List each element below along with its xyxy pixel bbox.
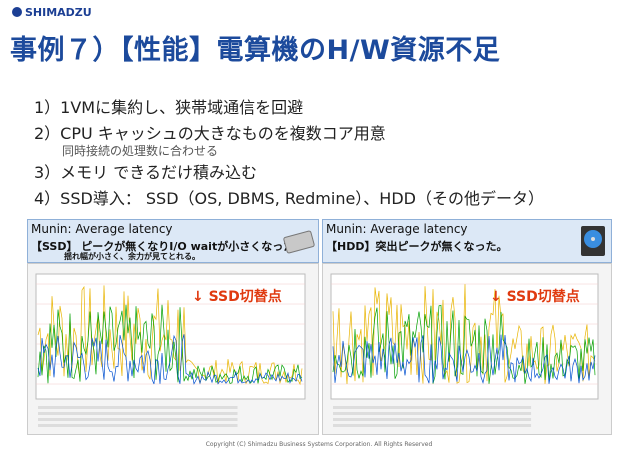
ssd-icon: [283, 230, 315, 254]
graph-decoration: [38, 424, 238, 427]
bullet: 2）CPU キャッシュの大きなものを複数コア用意: [34, 124, 386, 143]
panel-header: Munin: Average latency 【SSD】 ピークが無くなりI/O…: [27, 219, 319, 263]
panel-header: Munin: Average latency 【HDD】突出ピークが無くなった。: [322, 219, 612, 263]
title: 事例７）【性能】電算機のH/W資源不足: [10, 35, 501, 66]
graph-decoration: [332, 334, 596, 385]
panel-heading: Munin: Average latency: [326, 222, 468, 236]
panel-caption: 【SSD】 ピークが無くなりI/O waitが小さくなった。: [31, 240, 306, 253]
graph-decoration: [37, 334, 303, 385]
graph-decoration: [333, 406, 532, 409]
annotation: ↓ SSD切替点: [192, 289, 282, 305]
sub-bullet: 同時接続の処理数に合わせる: [62, 144, 219, 158]
hdd-icon: [581, 226, 605, 256]
footer: Copyright (C) Shimadzu Business Systems …: [205, 441, 433, 448]
logo-text: SHIMADZU: [25, 6, 92, 19]
graph-decoration: [37, 304, 303, 385]
annotation: ↓ SSD切替点: [490, 289, 580, 305]
graph-decoration: [333, 418, 532, 421]
panel-caption: 揺れ幅が小さく、余力が見てとれる。: [64, 252, 200, 261]
bullet: 4）SSD導入： SSD（OS, DBMS, Redmine）、HDD（その他デ…: [34, 189, 544, 208]
graph-decoration: [38, 406, 238, 409]
bullet: 3）メモリ できるだけ積み込む: [34, 163, 257, 182]
bullet: 1）1VMに集約し、狭帯域通信を回避: [34, 98, 304, 117]
logo: SHIMADZU: [12, 6, 92, 19]
panel-caption: 【HDD】突出ピークが無くなった。: [326, 240, 508, 253]
graph-decoration: [333, 424, 532, 427]
logo-mark: [12, 7, 22, 17]
graph-decoration: [38, 412, 238, 415]
graph-decoration: [333, 412, 532, 415]
graph-decoration: [38, 418, 238, 421]
latency-graph: [322, 263, 612, 435]
graph-decoration: [37, 285, 303, 386]
graph-decoration: [332, 284, 596, 385]
latency-graph: [27, 263, 319, 435]
graph-decoration: [332, 304, 596, 384]
panel-heading: Munin: Average latency: [31, 222, 173, 236]
